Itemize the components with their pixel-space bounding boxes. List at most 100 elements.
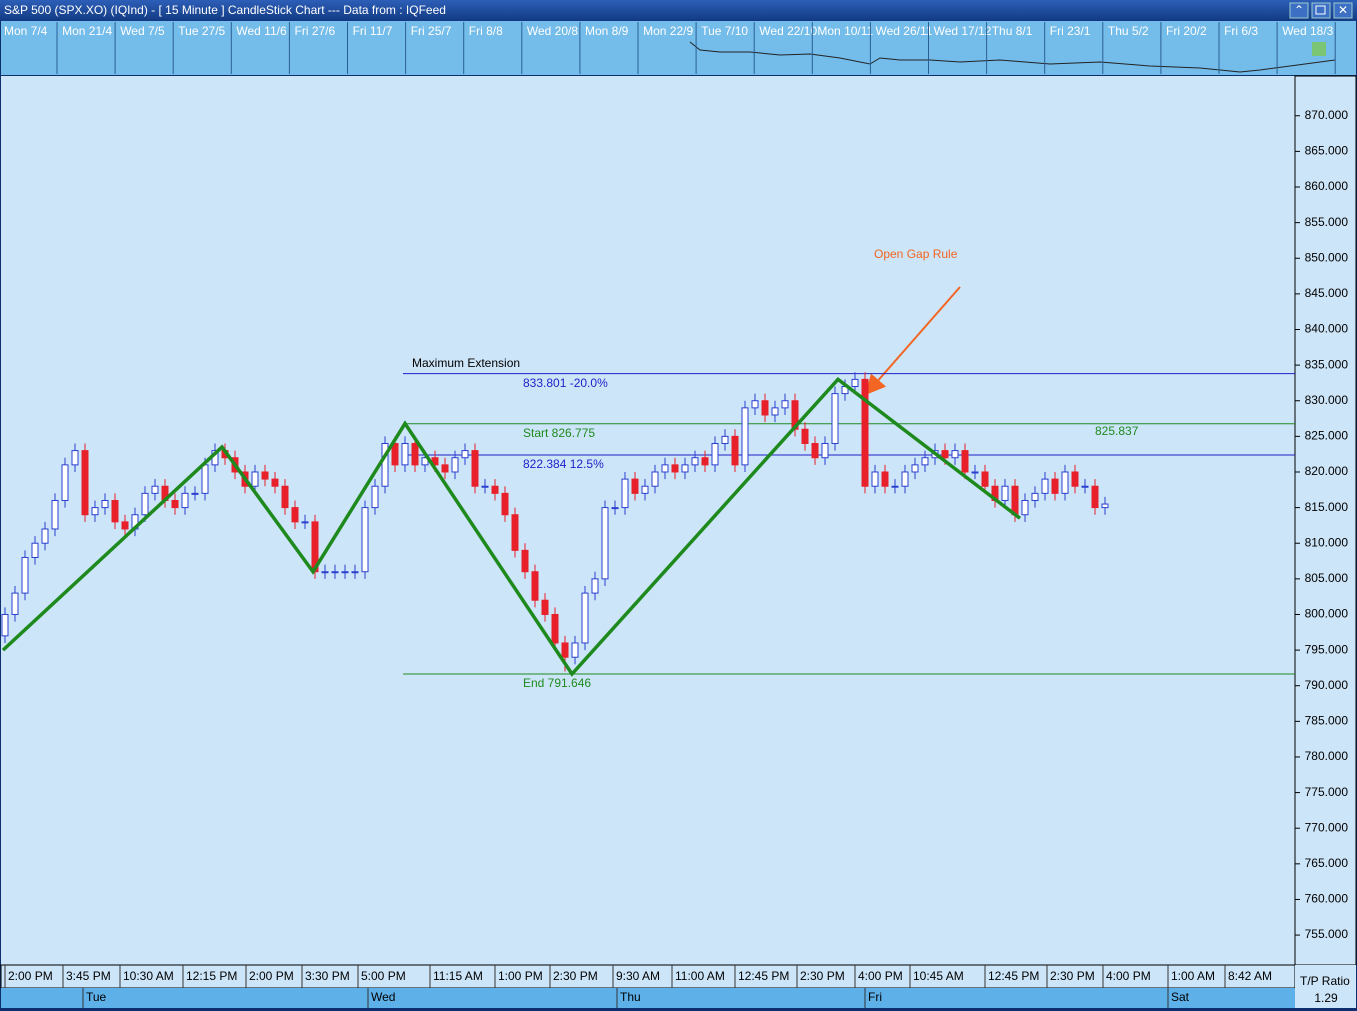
- candle-body: [901, 471, 909, 487]
- last-level-label: 825.837: [1095, 424, 1139, 438]
- overview-date: Fri 25/7: [411, 24, 452, 38]
- candle-body: [561, 642, 569, 658]
- candle-body: [951, 450, 959, 459]
- collapse-button[interactable]: [1289, 2, 1309, 19]
- y-tick-label: 835.000: [1305, 357, 1349, 371]
- y-tick-label: 775.000: [1305, 785, 1349, 799]
- candle-body: [411, 442, 419, 466]
- candle-body: [651, 471, 659, 487]
- overview-date: Fri 27/6: [295, 24, 336, 38]
- y-tick-label: 815.000: [1305, 500, 1349, 514]
- overview-date: Fri 11/7: [353, 24, 393, 38]
- overview-date: Mon 10/11: [817, 24, 873, 38]
- overview-date: Tue 27/5: [178, 24, 225, 38]
- x-tick-label: 1:00 PM: [498, 969, 543, 983]
- candle-body: [731, 435, 739, 466]
- candle-body: [541, 599, 549, 615]
- candle-body: [31, 542, 39, 558]
- candle-body: [391, 442, 399, 466]
- overview-date: Thu 8/1: [992, 24, 1033, 38]
- y-tick-label: 855.000: [1305, 215, 1349, 229]
- candle-body: [91, 507, 99, 516]
- day-tick-label: Thu: [620, 990, 641, 1004]
- candle-body: [851, 378, 859, 387]
- candle-body: [421, 457, 429, 466]
- x-tick-label: 2:30 PM: [1050, 969, 1095, 983]
- candle-body: [581, 592, 589, 644]
- status-value: 1.29: [1314, 991, 1338, 1005]
- level-label: End 791.646: [523, 676, 591, 690]
- candle-body: [321, 571, 329, 574]
- overview-date: Mon 21/4: [62, 24, 112, 38]
- candle-body: [291, 507, 299, 523]
- y-tick-label: 860.000: [1305, 179, 1349, 193]
- close-icon: ✕: [1338, 3, 1348, 17]
- candle-body: [641, 485, 649, 494]
- overview-labels: Mon 7/4 Mon 21/4 Wed 7/5 Tue 27/5 Wed 11/6 Fr…: [4, 22, 1336, 74]
- status-panel: [1295, 965, 1356, 1008]
- overview-date: Mon 7/4: [4, 24, 48, 38]
- x-tick-label: 12:45 PM: [988, 969, 1039, 983]
- candle-body: [1021, 499, 1029, 516]
- candle-body: [941, 450, 949, 459]
- candle-body: [781, 400, 789, 409]
- candle-body: [671, 464, 679, 473]
- candle-body: [591, 578, 599, 594]
- overview-date: Fri 20/2: [1166, 24, 1207, 38]
- y-tick-label: 810.000: [1305, 535, 1349, 549]
- level-label: Start 826.775: [523, 426, 595, 440]
- y-tick-label: 845.000: [1305, 286, 1349, 300]
- candle-body: [971, 471, 979, 474]
- candle-body: [1061, 471, 1069, 494]
- candle-body: [111, 499, 119, 523]
- x-tick-label: 9:30 AM: [616, 969, 660, 983]
- candle-body: [141, 492, 149, 516]
- x-tick-label: 2:30 PM: [800, 969, 845, 983]
- y-tick-label: 830.000: [1305, 393, 1349, 407]
- annotation-arrow: [865, 286, 961, 396]
- overview-window[interactable]: [1312, 42, 1326, 56]
- candle-body: [61, 464, 69, 501]
- candle-body: [761, 400, 769, 416]
- y-tick-label: 765.000: [1305, 856, 1349, 870]
- maximize-button[interactable]: [1311, 2, 1331, 19]
- candle-body: [601, 507, 609, 580]
- candle-body: [261, 471, 269, 480]
- max-extension-label: Maximum Extension: [412, 356, 520, 370]
- candle-body: [721, 435, 729, 444]
- window-title: S&P 500 (SPX.XO) (IQInd) - [ 15 Minute ]…: [4, 3, 446, 17]
- overview-date: Fri 6/3: [1224, 24, 1258, 38]
- candle-body: [381, 442, 389, 487]
- window-buttons[interactable]: ⌃ ✕: [1289, 2, 1353, 19]
- x-tick-label: 2:30 PM: [553, 969, 598, 983]
- x-tick-label: 8:42 AM: [1228, 969, 1272, 983]
- y-tick-label: 770.000: [1305, 820, 1349, 834]
- y-axis-panel: [1294, 75, 1357, 966]
- day-tick-label: Fri: [868, 990, 882, 1004]
- candle-body: [401, 442, 409, 466]
- overview-date: Wed 22/10: [759, 24, 817, 38]
- candle-body: [511, 514, 519, 551]
- candle-body: [341, 571, 349, 574]
- candle-body: [201, 464, 209, 494]
- candle-body: [891, 485, 899, 488]
- x-tick-label: 5:00 PM: [361, 969, 406, 983]
- x-tick-label: 4:00 PM: [1106, 969, 1151, 983]
- candle-body: [961, 450, 969, 473]
- candle-body: [11, 592, 19, 615]
- overview-date: Wed 17/12: [934, 24, 992, 38]
- open-gap-label: Open Gap Rule: [874, 247, 958, 261]
- y-tick-label: 780.000: [1305, 749, 1349, 763]
- candle-body: [191, 492, 199, 495]
- x-tick-label: 10:30 AM: [123, 969, 174, 983]
- candle-body: [491, 485, 499, 494]
- candle-body: [661, 464, 669, 473]
- candle-body: [1101, 503, 1109, 509]
- candle-body: [751, 400, 759, 409]
- level-label: 822.384 12.5%: [523, 457, 604, 471]
- candle-body: [861, 378, 869, 487]
- candle-body: [1081, 485, 1089, 488]
- y-tick-label: 800.000: [1305, 607, 1349, 621]
- close-button[interactable]: [1333, 2, 1353, 19]
- overview-date: Thu 5/2: [1108, 24, 1149, 38]
